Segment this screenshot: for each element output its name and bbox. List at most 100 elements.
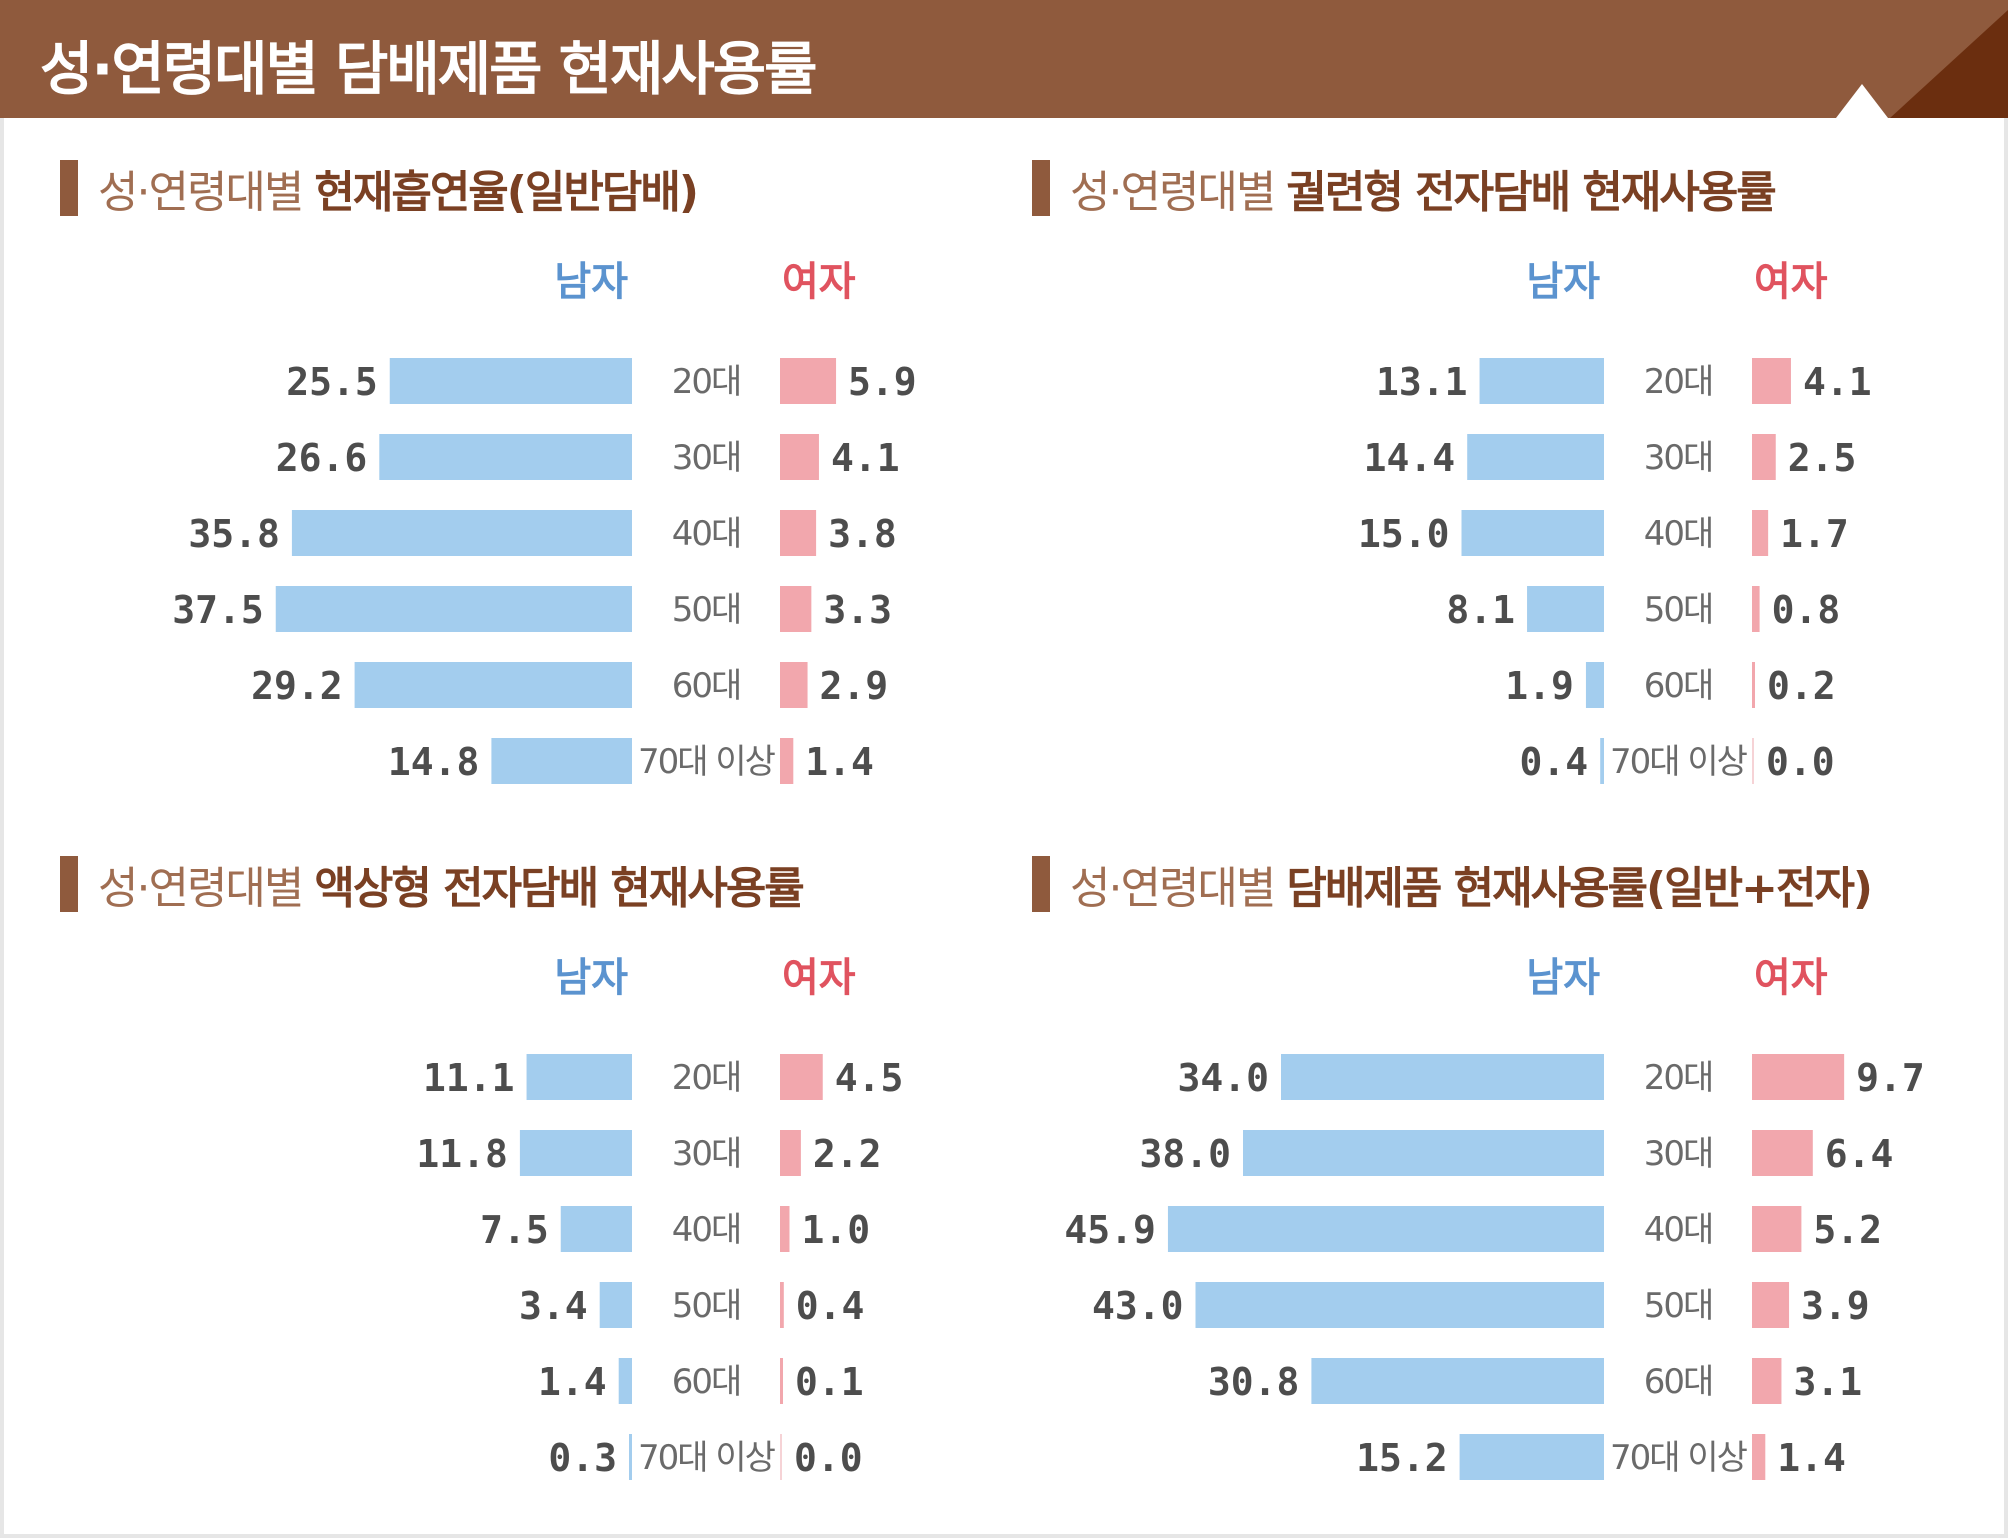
category-label: 20대	[672, 362, 741, 402]
panel-cigarette: 성·연령대별 현재흡연율(일반담배) 남자 여자 25.5 20대 5.9 26.6 30대…	[60, 160, 1020, 784]
bar-female	[1752, 1054, 1845, 1100]
value-label-male: 1.9	[1505, 664, 1574, 708]
value-label-male: 29.2	[251, 664, 343, 708]
panel-title-prefix: 성·연령대별	[1070, 863, 1276, 914]
bar-male	[379, 434, 632, 480]
category-label: 30대	[672, 438, 741, 478]
bar-female	[780, 586, 812, 632]
category-label: 40대	[1644, 514, 1713, 554]
value-label-male: 15.2	[1356, 1436, 1448, 1480]
value-label-female: 2.2	[813, 1132, 882, 1176]
bar-female	[1752, 1130, 1813, 1176]
value-label-male: 1.4	[538, 1360, 607, 1404]
bar-male	[599, 1282, 632, 1328]
panel-title: 성·연령대별 액상형 전자담배 현재사용률	[98, 852, 805, 916]
panel-heated-tobacco: 성·연령대별 궐련형 전자담배 현재사용률 남자 여자 13.1 20대 4.1 14.4…	[1032, 160, 1992, 784]
bar-female	[1752, 434, 1776, 480]
bar-female	[780, 738, 794, 784]
header-banner: 성·연령대별 담배제품 현재사용률	[0, 0, 2008, 118]
bar-female	[1752, 1282, 1790, 1328]
legend-male: 남자	[554, 259, 628, 305]
legend-male: 남자	[1526, 955, 1600, 1001]
value-label-female: 1.4	[1777, 1436, 1846, 1480]
bar-female	[1752, 1434, 1766, 1480]
chart-liquid-ecig: 남자 여자 11.1 20대 4.5 11.8 30대 2.2 7.5 40대 1.0 3.4 50대 0…	[416, 955, 903, 1480]
value-label-female: 1.4	[805, 740, 874, 784]
value-label-male: 14.8	[388, 740, 480, 784]
bar-male	[560, 1206, 632, 1252]
category-label: 70대 이상	[1610, 1438, 1748, 1478]
bar-female	[780, 510, 817, 556]
bar-male	[618, 1358, 632, 1404]
value-label-female: 0.0	[794, 1436, 863, 1480]
bar-male	[629, 1434, 632, 1480]
category-label: 40대	[672, 514, 741, 554]
panel-title-main: 담배제품 현재사용률(일반+전자)	[1286, 863, 1873, 914]
category-label: 60대	[672, 666, 741, 706]
value-label-male: 25.5	[286, 360, 378, 404]
panel-title-main: 액상형 전자담배 현재사용률	[314, 863, 804, 914]
value-label-male: 7.5	[480, 1208, 549, 1252]
category-label: 20대	[1644, 362, 1713, 402]
legend-female: 여자	[782, 259, 856, 305]
bar-male	[1461, 510, 1604, 556]
category-label: 70대 이상	[1610, 742, 1748, 782]
bar-female	[780, 1282, 784, 1328]
panel-title: 성·연령대별 현재흡연율(일반담배)	[98, 156, 699, 220]
category-label: 50대	[1644, 590, 1713, 630]
panel-title-marker	[60, 160, 78, 216]
bar-male	[275, 586, 632, 632]
bar-male	[1459, 1434, 1604, 1480]
legend-female: 여자	[1754, 259, 1828, 305]
bar-male	[491, 738, 632, 784]
chart-all-tobacco: 남자 여자 34.0 20대 9.7 38.0 30대 6.4 45.9 40대 5.2 43.0 50…	[1064, 955, 1925, 1480]
value-label-female: 0.1	[795, 1360, 864, 1404]
category-label: 40대	[1644, 1210, 1713, 1250]
category-label: 70대 이상	[638, 1438, 776, 1478]
category-label: 60대	[672, 1362, 741, 1402]
legend-male: 남자	[1526, 259, 1600, 305]
value-label-male: 26.6	[276, 436, 368, 480]
value-label-male: 0.3	[548, 1436, 617, 1480]
panel-title-prefix: 성·연령대별	[98, 167, 304, 218]
bar-female	[780, 662, 808, 708]
bar-male	[1281, 1054, 1604, 1100]
legend-male: 남자	[554, 955, 628, 1001]
value-label-male: 34.0	[1177, 1056, 1269, 1100]
value-label-female: 4.1	[831, 436, 900, 480]
value-label-female: 0.4	[796, 1284, 865, 1328]
value-label-female: 3.1	[1793, 1360, 1862, 1404]
value-label-female: 3.9	[1801, 1284, 1870, 1328]
panel-title: 성·연령대별 궐련형 전자담배 현재사용률	[1070, 156, 1777, 220]
value-label-female: 5.9	[848, 360, 917, 404]
value-label-male: 14.4	[1364, 436, 1456, 480]
page-title: 성·연령대별 담배제품 현재사용률	[40, 35, 817, 103]
panel-liquid-ecig: 성·연령대별 액상형 전자담배 현재사용률 남자 여자 11.1 20대 4.5 11.8…	[60, 856, 1020, 1480]
bar-female	[780, 1130, 801, 1176]
panel-all-tobacco: 성·연령대별 담배제품 현재사용률(일반+전자) 남자 여자 34.0 20대 9.7 3…	[1032, 856, 1992, 1480]
legend-female: 여자	[782, 955, 856, 1001]
bar-female	[1752, 358, 1791, 404]
value-label-male: 43.0	[1092, 1284, 1184, 1328]
bar-male	[519, 1130, 632, 1176]
bar-female	[1752, 1358, 1782, 1404]
panel-title-marker	[1032, 856, 1050, 912]
value-label-female: 1.0	[802, 1208, 871, 1252]
bar-female	[780, 1358, 783, 1404]
value-label-male: 38.0	[1139, 1132, 1231, 1176]
value-label-male: 45.9	[1064, 1208, 1156, 1252]
bar-male	[1585, 662, 1604, 708]
value-label-female: 4.1	[1803, 360, 1872, 404]
category-label: 50대	[672, 590, 741, 630]
value-label-male: 0.4	[1520, 740, 1589, 784]
bar-male	[1467, 434, 1604, 480]
value-label-female: 2.9	[820, 664, 889, 708]
category-label: 60대	[1644, 1362, 1713, 1402]
bar-female	[780, 434, 819, 480]
bar-male	[1600, 738, 1604, 784]
bar-male	[1195, 1282, 1604, 1328]
category-label: 30대	[1644, 1134, 1713, 1174]
value-label-female: 9.7	[1856, 1056, 1925, 1100]
value-label-male: 30.8	[1208, 1360, 1300, 1404]
